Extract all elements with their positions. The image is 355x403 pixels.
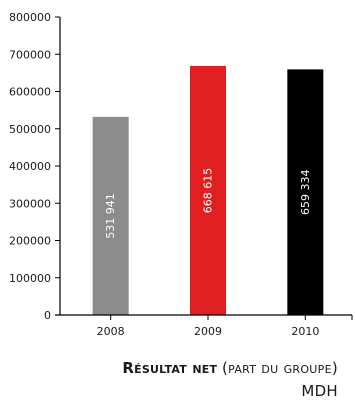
chart-caption-title: Résultat net (part du groupe) bbox=[122, 359, 338, 377]
bar-2010 bbox=[287, 69, 324, 315]
y-tick-label: 700000 bbox=[9, 48, 51, 61]
bar-chart: 0 100000 200000 300000 400000 500000 600000 700… bbox=[9, 11, 353, 338]
x-tick-label: 2010 bbox=[291, 325, 319, 338]
bar-2009 bbox=[190, 65, 226, 315]
y-tick-label: 100000 bbox=[9, 272, 51, 285]
bar-value-label: 531 941 bbox=[104, 193, 117, 239]
caption-subtitle-text: (part du groupe) bbox=[221, 359, 338, 377]
y-tick-label: 500000 bbox=[9, 123, 51, 136]
y-tick-label: 400000 bbox=[9, 160, 51, 173]
bar-value-label: 668 615 bbox=[202, 168, 215, 214]
caption-bold-text: Résultat net bbox=[122, 359, 218, 377]
y-tick-label: 200000 bbox=[9, 235, 51, 248]
chart-caption-unit: MDH bbox=[301, 382, 338, 400]
bar-2008 bbox=[92, 116, 129, 315]
bar-value-label: 659 334 bbox=[299, 169, 312, 215]
y-tick-label: 800000 bbox=[9, 11, 51, 24]
y-tick-label: 300000 bbox=[9, 197, 51, 210]
y-tick-label: 600000 bbox=[9, 86, 51, 99]
x-tick-label: 2009 bbox=[194, 325, 222, 338]
y-tick-label: 0 bbox=[44, 309, 51, 322]
x-tick-label: 2008 bbox=[97, 325, 125, 338]
